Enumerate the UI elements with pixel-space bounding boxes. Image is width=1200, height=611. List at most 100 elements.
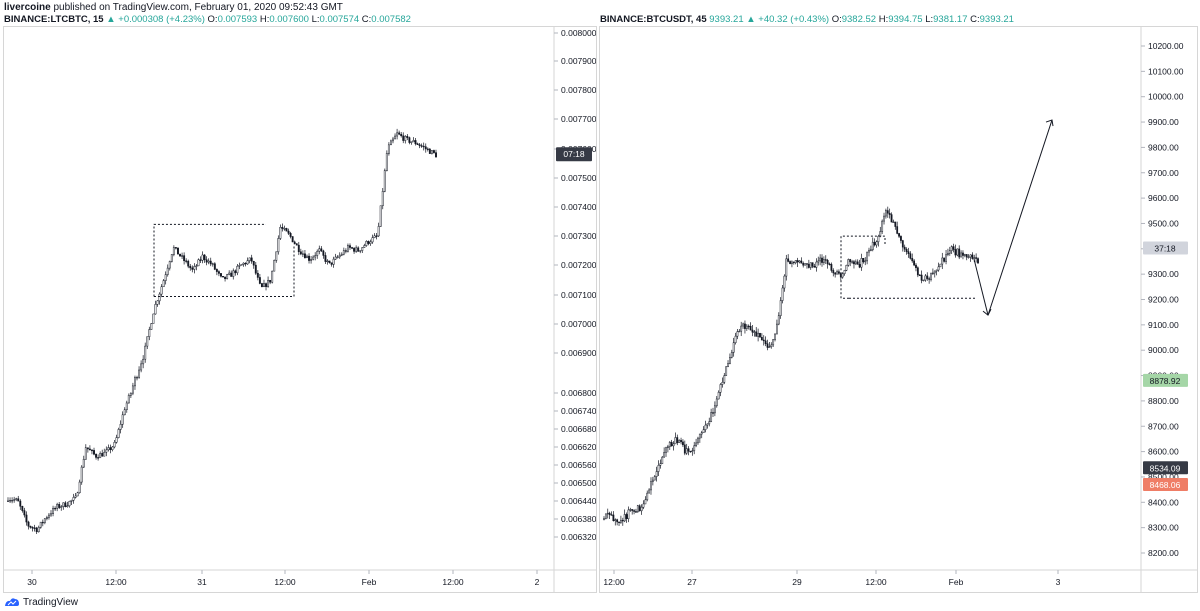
candle-body <box>238 265 241 267</box>
candle-body <box>213 263 216 270</box>
btcusdt-chart[interactable]: 10200.00 10100.00 10000.00 9900.00 9800.00 97… <box>600 27 1197 592</box>
x-tick-label: 27 <box>687 577 697 587</box>
candle-body <box>25 514 28 523</box>
y-tick-label: 0.007400 <box>561 202 596 212</box>
candle-body <box>847 259 850 266</box>
candle-body <box>828 263 831 266</box>
candle-body <box>941 257 944 265</box>
y-tick-label: 9800.00 <box>1148 142 1179 152</box>
y-tick-label: 0.006800 <box>561 388 596 398</box>
candle-body <box>148 329 151 337</box>
y-tick-label: 9100.00 <box>1148 320 1179 330</box>
candle-body <box>322 250 325 256</box>
chart-pane-ltcbtc[interactable]: 0.008000 0.007900 0.007800 0.007700 0.007600… <box>3 14 597 593</box>
legend-symbol[interactable]: BINANCE:LTCBTC, 15 <box>4 14 104 25</box>
candle-body <box>363 245 366 248</box>
candle-body <box>226 274 229 279</box>
legend-close-label: C: <box>970 14 980 25</box>
y-tick-label: 0.006620 <box>561 442 596 452</box>
candle-body <box>687 448 690 452</box>
candle-body <box>84 447 87 460</box>
candle-body <box>911 258 914 262</box>
candle-body <box>336 256 339 258</box>
candle-body <box>433 150 435 153</box>
candle-body <box>698 433 701 439</box>
candle-body <box>217 271 220 274</box>
y-tick-label: 8500.00 <box>1148 472 1179 482</box>
legend-close: 0.007582 <box>371 14 411 25</box>
candle-body <box>657 465 660 472</box>
candle-body <box>199 259 202 261</box>
candle-body <box>697 437 699 444</box>
y-tick-label: 9500.00 <box>1148 218 1179 228</box>
candle-body <box>689 450 692 453</box>
candle-body <box>702 429 705 433</box>
candle-body <box>174 247 177 249</box>
candle-body <box>82 458 85 468</box>
candle-body <box>764 340 767 344</box>
candle-body <box>385 153 388 171</box>
candle-body <box>123 409 126 416</box>
legend-high: 0.007600 <box>269 14 309 25</box>
candle-body <box>324 255 327 262</box>
candle-body <box>802 262 805 266</box>
y-tick-label: 9200.00 <box>1148 295 1179 305</box>
candle-body <box>115 437 118 443</box>
price-badge: 8468.06 <box>1150 480 1181 490</box>
candle-body <box>651 479 654 482</box>
candle-body <box>349 245 351 248</box>
candle-body <box>674 437 677 445</box>
candle-body <box>420 145 423 147</box>
legend-symbol[interactable]: BINANCE:BTCUSDT, 45 <box>600 14 707 25</box>
candle-body <box>789 261 791 264</box>
candle-body <box>947 252 949 256</box>
candle-body <box>920 274 923 281</box>
candle-body <box>956 248 959 256</box>
candle-body <box>930 273 932 280</box>
candle-body <box>766 343 769 348</box>
candle-body <box>719 384 722 393</box>
candle-body <box>252 260 255 266</box>
legend-open-label: O: <box>207 14 218 25</box>
candle-body <box>834 272 837 275</box>
y-tick-label: 0.007000 <box>561 319 596 329</box>
candle-body <box>950 246 953 251</box>
candle-body <box>283 228 286 230</box>
candle-body <box>736 331 739 337</box>
candle-body <box>900 236 902 241</box>
candle-body <box>877 236 880 243</box>
candle-body <box>670 442 673 447</box>
price-badge-bg <box>1143 373 1188 387</box>
legend-open: 0.007593 <box>217 14 258 25</box>
candle-body <box>734 335 737 343</box>
candle-body <box>351 247 353 249</box>
candle-body <box>88 448 91 451</box>
candle-body <box>330 262 333 265</box>
candle-body <box>755 331 758 337</box>
candle-body <box>97 457 100 459</box>
chart-pane-btcusdt[interactable]: 10200.00 10100.00 10000.00 9900.00 9800.00 97… <box>599 14 1198 593</box>
candle-body <box>224 276 227 279</box>
x-tick-label: 3 <box>1056 577 1061 587</box>
candle-body <box>140 363 143 371</box>
ltcbtc-chart[interactable]: 0.0080000.0079000.0078000.0077000.007600… <box>4 27 596 592</box>
candle-body <box>650 481 652 491</box>
candle-body <box>346 245 349 252</box>
candle-body <box>821 257 823 263</box>
footer-brand: TradingView <box>23 596 79 608</box>
candle-body <box>730 352 733 358</box>
y-tick-label: 0.006740 <box>561 406 596 416</box>
author-name[interactable]: livercoine <box>4 2 51 13</box>
candle-body <box>203 254 206 261</box>
candle-body <box>648 489 651 494</box>
candle-body <box>359 250 362 252</box>
candle-body <box>843 270 846 274</box>
x-tick-label: Feb <box>362 577 377 587</box>
candle-body <box>851 261 853 263</box>
candle-body <box>614 519 617 522</box>
candle-body <box>422 145 425 148</box>
candle-body <box>125 402 128 410</box>
candle-body <box>791 261 793 264</box>
tradingview-footer[interactable]: TradingView <box>4 594 78 610</box>
candle-body <box>54 507 57 510</box>
